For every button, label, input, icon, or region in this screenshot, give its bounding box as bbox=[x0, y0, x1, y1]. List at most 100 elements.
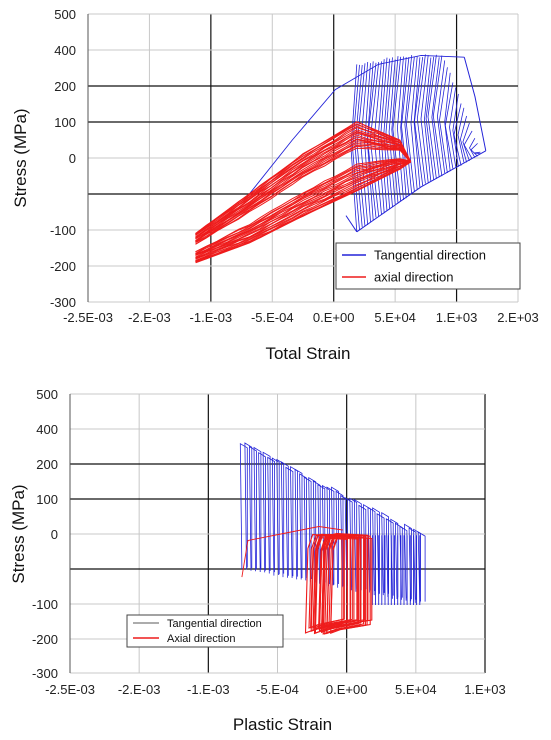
tangential-cycle bbox=[308, 476, 317, 582]
tangential-cycle bbox=[376, 513, 385, 595]
axial-loop-lower bbox=[195, 160, 411, 260]
axial-loop-upper bbox=[195, 132, 411, 240]
tangential-cycle bbox=[453, 103, 462, 166]
y-tick-label: -300 bbox=[32, 666, 58, 681]
tangential-left-edge bbox=[345, 215, 358, 233]
tangential-cycle bbox=[473, 151, 481, 155]
x-tick-label: -2.E-03 bbox=[128, 310, 171, 325]
legend-label: axial direction bbox=[374, 270, 454, 285]
axial-loop-upper bbox=[195, 127, 411, 236]
axial-loop-lower bbox=[195, 160, 411, 256]
x-tick-label: -5.E-04 bbox=[256, 682, 299, 697]
tangential-cycle bbox=[391, 56, 399, 204]
axial-loop-upper bbox=[195, 141, 411, 242]
axial-loop-upper bbox=[195, 129, 411, 238]
x-tick-label: -5.E-04 bbox=[251, 310, 294, 325]
tangential-cycle bbox=[276, 458, 285, 576]
tangential-cycle bbox=[244, 442, 253, 570]
tangential-cycle bbox=[401, 57, 410, 196]
axial-loop-lower bbox=[195, 158, 411, 253]
axial-loop-lower bbox=[195, 161, 411, 259]
axial-loop-upper bbox=[195, 144, 411, 244]
tangential-cycle bbox=[431, 57, 440, 178]
tangential-cycle bbox=[271, 457, 280, 576]
tangential-cycle bbox=[463, 130, 473, 159]
series-axial bbox=[195, 121, 412, 264]
x-tick-label: -2.5E-03 bbox=[45, 682, 95, 697]
tangential-cycle bbox=[457, 107, 465, 163]
y-tick-label: 0 bbox=[69, 151, 76, 166]
tangential-cycle bbox=[396, 56, 404, 201]
axial-loop-lower bbox=[195, 161, 411, 259]
tangential-cycle bbox=[423, 57, 432, 182]
x-tick-label: 1.E+03 bbox=[436, 310, 478, 325]
tangential-cycle bbox=[470, 143, 478, 157]
y-axis-title: Stress (MPa) bbox=[9, 484, 28, 583]
axial-loop-lower bbox=[195, 159, 411, 254]
tangential-cycle bbox=[312, 480, 321, 583]
y-tick-label: 0 bbox=[51, 527, 58, 542]
y-tick-label: 200 bbox=[36, 457, 58, 472]
series-group bbox=[239, 442, 426, 635]
series-axial bbox=[241, 526, 373, 635]
plastic-strain-chart: -2.5E-03 -2.E-03 -1.E-03 -5.E-04 0.E+00 5.E+0… bbox=[0, 370, 551, 740]
x-tick-label: 0.E+00 bbox=[313, 310, 355, 325]
tangential-cycle bbox=[410, 56, 418, 190]
series-group bbox=[195, 54, 487, 264]
x-tick-label: 1.E+03 bbox=[464, 682, 506, 697]
y-axis-title: Stress (MPa) bbox=[11, 108, 30, 207]
axial-loop-upper bbox=[195, 145, 411, 245]
tangential-cycle bbox=[444, 72, 451, 172]
tangential-cycle bbox=[436, 60, 446, 173]
total-strain-plot: -2.5E-03 -2.E-03 -1.E-03 -5.E-04 0.E+00 5.E+0… bbox=[11, 7, 539, 363]
tangential-cycle bbox=[427, 54, 437, 179]
axial-loop-lower bbox=[195, 160, 411, 258]
x-tick-label: -1.E-03 bbox=[187, 682, 230, 697]
y-tick-label: 100 bbox=[36, 492, 58, 507]
y-tick-label: 400 bbox=[54, 43, 76, 58]
tangential-cycle bbox=[299, 473, 307, 580]
tangential-cycle bbox=[367, 506, 376, 593]
y-tick-label: -200 bbox=[32, 632, 58, 647]
tangential-cycle bbox=[280, 461, 289, 578]
y-tick-label: 400 bbox=[36, 422, 58, 437]
tangential-cycle bbox=[414, 57, 424, 186]
tangential-cycle bbox=[405, 56, 415, 192]
legend-label: Tangential direction bbox=[374, 248, 486, 263]
legend-box bbox=[335, 242, 521, 290]
axial-loop-upper bbox=[195, 131, 411, 239]
tangential-upper-envelope bbox=[463, 57, 487, 151]
x-tick-label: -2.5E-03 bbox=[63, 310, 113, 325]
y-tick-label: 200 bbox=[54, 79, 76, 94]
y-tick-label: -300 bbox=[50, 295, 76, 310]
legend: Tangential direction Axial direction bbox=[126, 614, 284, 648]
y-tick-label: 500 bbox=[36, 387, 58, 402]
tangential-cycle bbox=[417, 531, 426, 604]
axial-loop-upper bbox=[195, 138, 411, 242]
tangential-lower-envelope bbox=[356, 150, 487, 233]
tangential-cycle bbox=[413, 57, 421, 188]
tangential-cycle bbox=[439, 67, 448, 174]
axial-loop-lower bbox=[195, 161, 411, 262]
total-strain-chart: -2.5E-03 -2.E-03 -1.E-03 -5.E-04 0.E+00 5.E+0… bbox=[11, 7, 539, 363]
x-tick-label: 0.E+00 bbox=[326, 682, 368, 697]
axial-loop-lower bbox=[195, 161, 411, 261]
tangential-cycle bbox=[392, 56, 402, 202]
tangential-cycle bbox=[400, 57, 407, 199]
tangential-cycle bbox=[459, 115, 467, 163]
tangential-cycle bbox=[444, 82, 454, 169]
x-tick-label: -1.E-03 bbox=[190, 310, 233, 325]
axial-loop-lower bbox=[195, 159, 411, 255]
tangential-cycle bbox=[294, 468, 303, 580]
tangential-cycle bbox=[385, 518, 394, 598]
y-tick-label: 100 bbox=[54, 115, 76, 130]
tangential-cycle bbox=[388, 59, 396, 205]
tangential-cycle bbox=[432, 55, 443, 177]
tangential-cycle bbox=[248, 445, 257, 571]
axial-lower-envelope bbox=[195, 160, 412, 264]
tangential-cycle bbox=[253, 446, 262, 572]
y-tick-label: 500 bbox=[54, 7, 76, 22]
tangential-cycle bbox=[258, 451, 266, 573]
x-tick-label: 2.E+03 bbox=[497, 310, 539, 325]
x-axis-title: Total Strain bbox=[265, 344, 350, 363]
